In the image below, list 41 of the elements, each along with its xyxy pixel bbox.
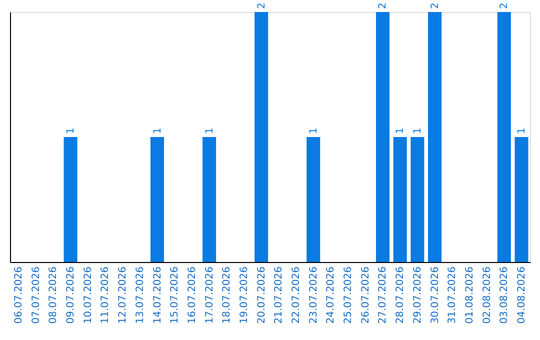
x-tick-label: 31.07.2026 [447,266,458,324]
x-tick-label: 27.07.2026 [378,266,389,324]
x-tick-label: 21.07.2026 [274,266,285,324]
x-tick-label: 28.07.2026 [395,266,406,324]
x-tick-label: 10.07.2026 [82,266,94,324]
x-tick-label: 20.07.2026 [256,266,268,324]
x-tick-label: 14.07.2026 [152,266,164,324]
data-label: 2 [430,2,441,9]
x-tick-label: 22.07.2026 [291,266,302,324]
data-label: 1 [308,128,320,134]
x-tick-label: 09.07.2026 [66,266,77,324]
x-tick-label: 23.07.2026 [308,266,320,324]
x-tick-label: 07.07.2026 [30,266,42,324]
x-tick-label: 17.07.2026 [204,266,216,324]
x-tick-label: 24.07.2026 [326,266,337,324]
data-label: 1 [204,128,216,134]
x-tick-label: 12.07.2026 [118,266,129,324]
x-tick-label: 30.07.2026 [430,266,441,324]
data-label: 2 [378,2,389,9]
data-label: 1 [412,128,424,134]
x-tick-label: 01.08.2026 [464,266,476,324]
x-tick-label: 06.07.2026 [14,266,24,324]
data-label: 1 [152,128,164,134]
data-label: 2 [256,2,268,9]
x-tick-label: 03.08.2026 [499,266,510,324]
data-label: 2 [499,2,510,9]
x-tick-label: 11.07.2026 [100,266,112,324]
data-label: 1 [516,128,528,134]
x-tick-label: 26.07.2026 [360,266,372,324]
data-label: 1 [395,128,406,134]
x-tick-label: 16.07.2026 [186,266,198,324]
x-tick-label: 02.08.2026 [482,266,493,324]
x-tick-label: 04.08.2026 [516,266,528,324]
data-label: 1 [66,128,77,134]
x-tick-label: 19.07.2026 [238,266,250,324]
x-tick-label: 08.07.2026 [48,266,60,324]
x-tick-label: 13.07.2026 [134,266,146,324]
x-tick-label: 18.07.2026 [222,266,233,324]
x-tick-label: 25.07.2026 [343,266,354,324]
x-tick-label: 15.07.2026 [170,266,181,324]
x-tick-label: 29.07.2026 [412,266,424,324]
